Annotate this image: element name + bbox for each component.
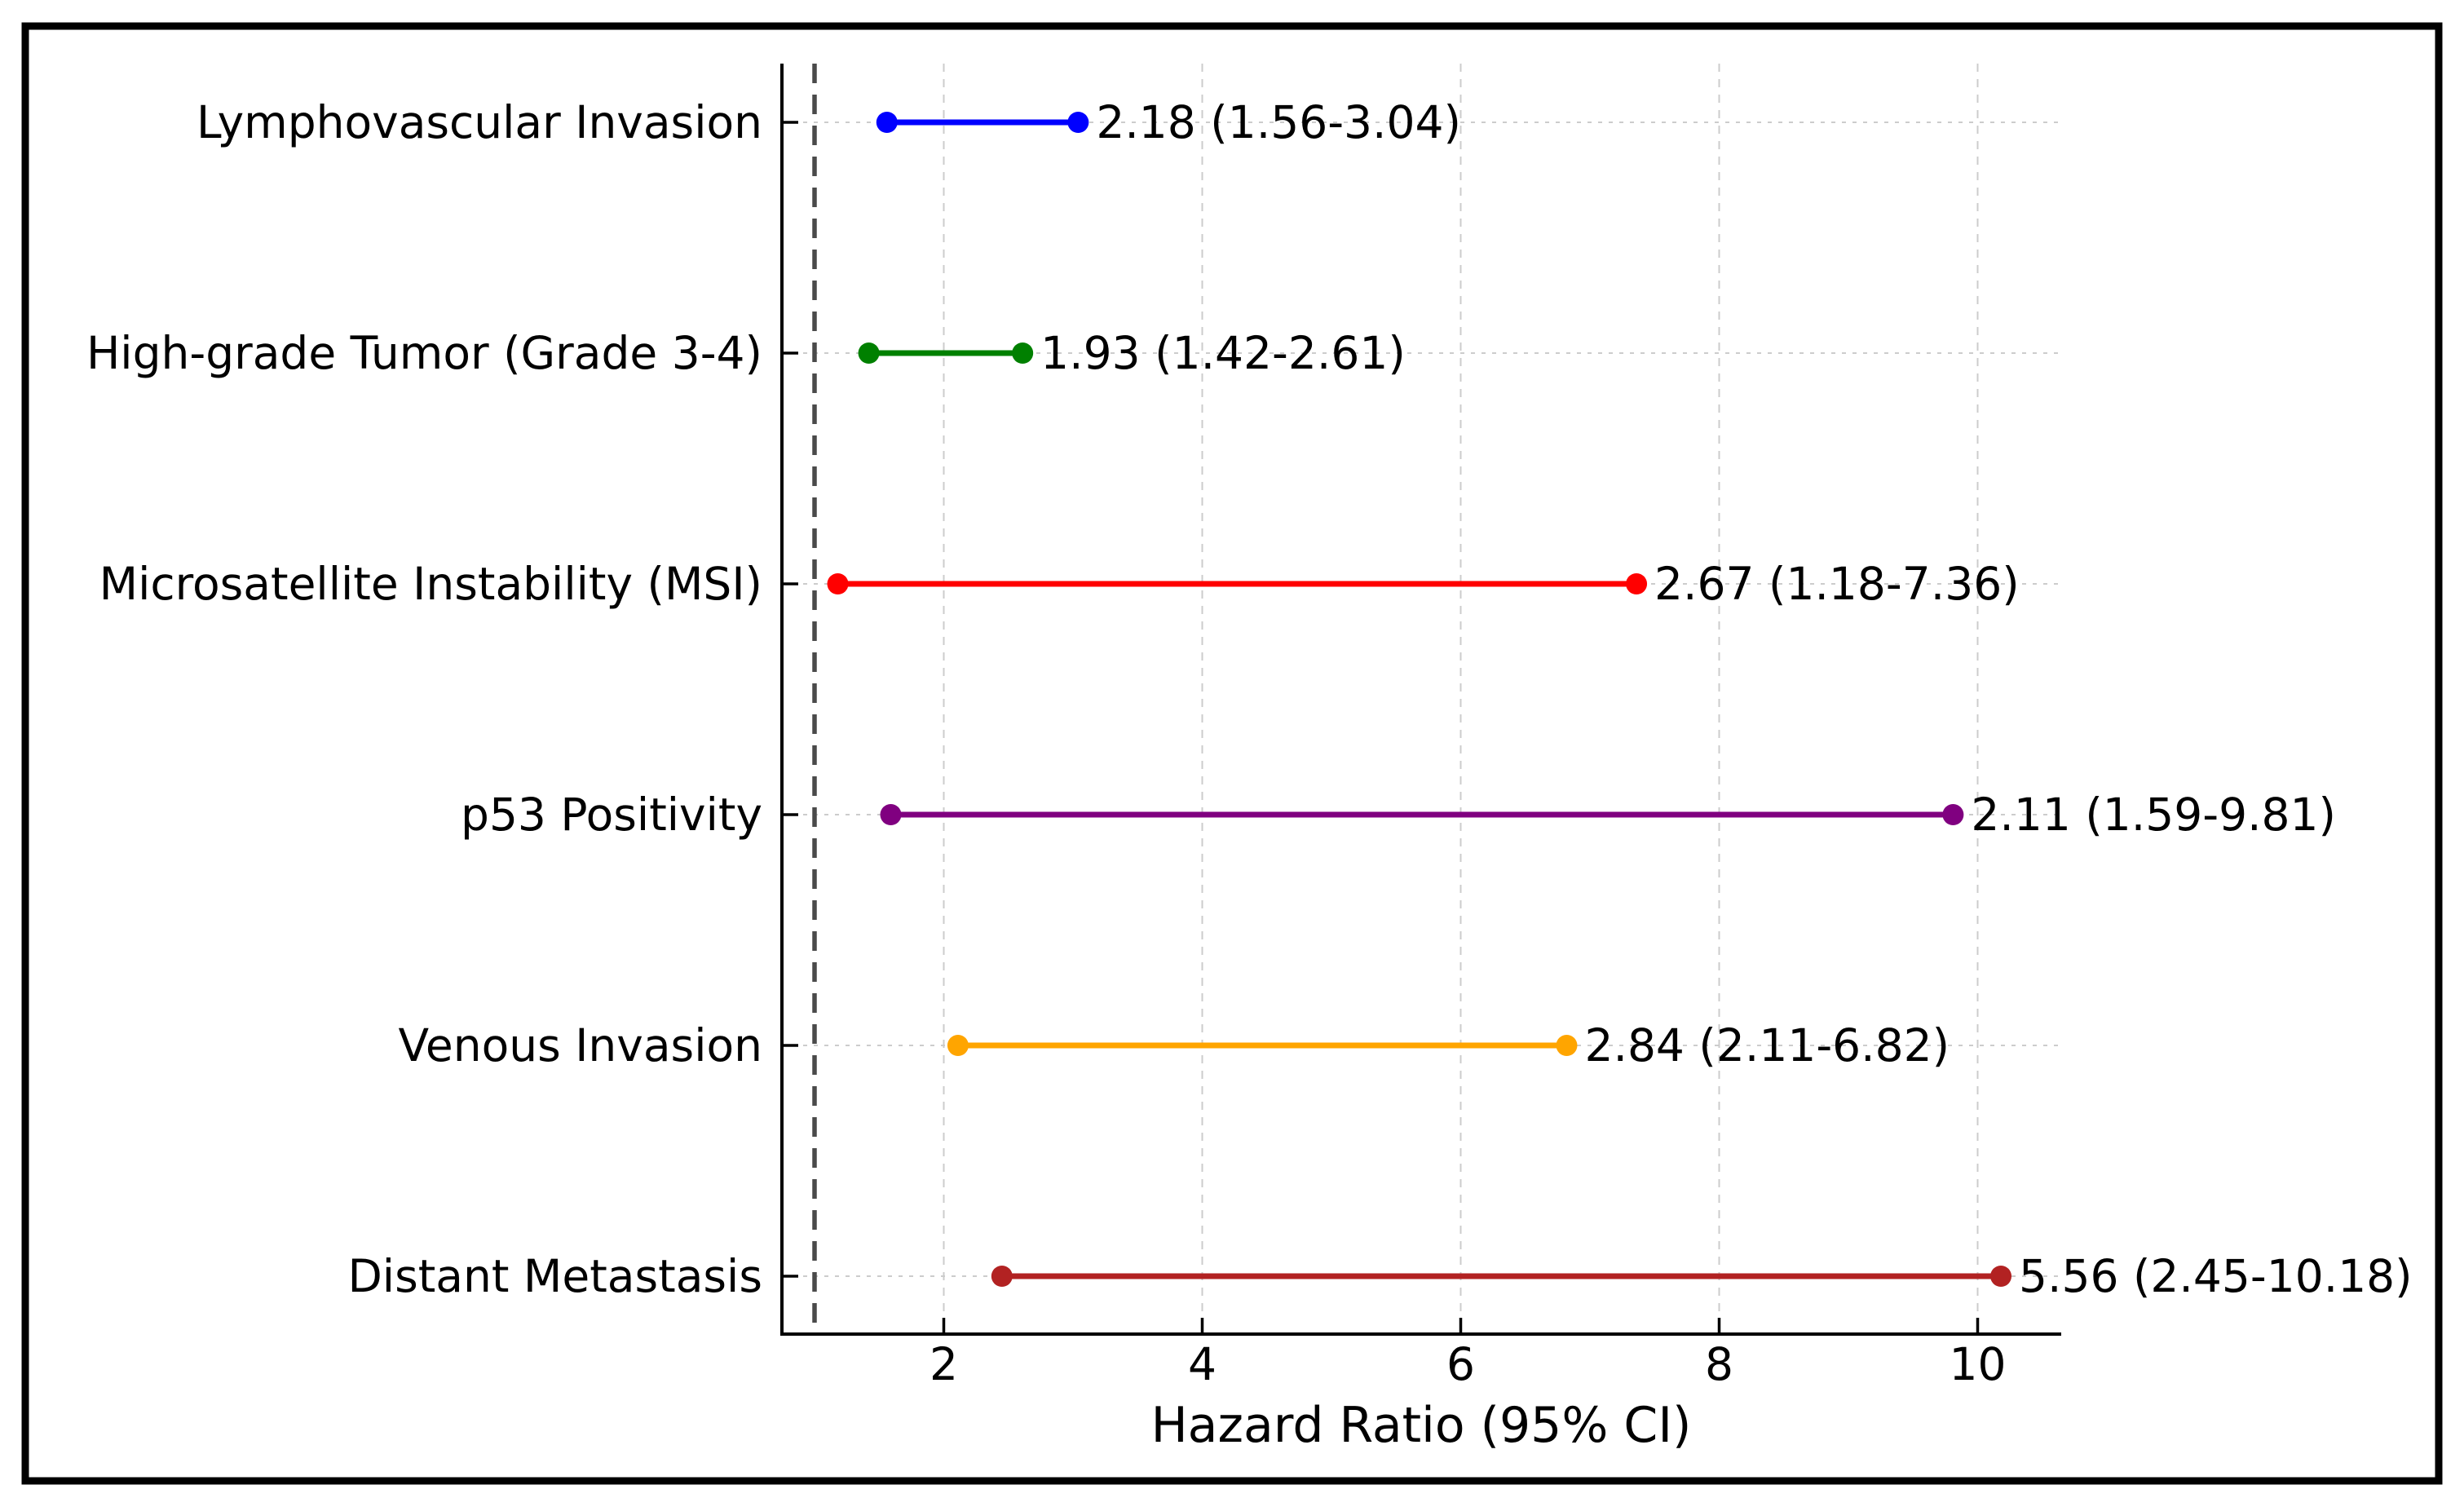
x-tick-label: 2 [930,1338,958,1390]
y-axis-category-label: High-grade Tumor (Grade 3-4) [86,327,762,379]
row-annotation: 2.84 (2.11-6.82) [1584,1019,1950,1072]
ci-dot-high [1067,112,1089,133]
ci-dot-high [1626,573,1648,594]
ci-dot-low [880,804,902,825]
row-annotation: 2.11 (1.59-9.81) [1971,789,2336,841]
y-axis-category-label: Distant Metastasis [347,1250,762,1302]
figure-border [21,22,2443,1485]
ci-dot-high [1012,342,1034,364]
ci-dot-low [827,573,849,594]
row-annotation: 2.67 (1.18-7.36) [1654,558,2020,610]
x-tick-label: 10 [1950,1338,2007,1390]
x-tick-label: 8 [1705,1338,1733,1390]
y-axis-category-label: Lymphovascular Invasion [197,96,762,148]
y-axis-category-label: Microsatellite Instability (MSI) [99,558,762,610]
ci-dot-low [876,112,898,133]
ci-dot-high [1990,1266,2012,1287]
plot-area: 2 4 6 8 10 Lymphovascular Invasion 2.18 (1.56-… [21,22,2443,1485]
y-axis-category-label: Venous Invasion [399,1019,762,1072]
row-annotation: 1.93 (1.42-2.61) [1040,327,1406,379]
ci-dot-low [947,1035,969,1056]
x-axis-title: Hazard Ratio (95% CI) [1151,1397,1692,1454]
ci-dot-low [858,342,880,364]
ci-dot-low [991,1266,1013,1287]
x-tick-label: 6 [1446,1338,1475,1390]
row-annotation: 2.18 (1.56-3.04) [1096,96,1461,148]
y-axis-category-label: p53 Positivity [461,789,762,841]
ci-dot-high [1942,804,1964,825]
row-annotation: 5.56 (2.45-10.18) [2019,1250,2413,1302]
ci-dot-high [1556,1035,1578,1056]
x-tick-label: 4 [1188,1338,1217,1390]
